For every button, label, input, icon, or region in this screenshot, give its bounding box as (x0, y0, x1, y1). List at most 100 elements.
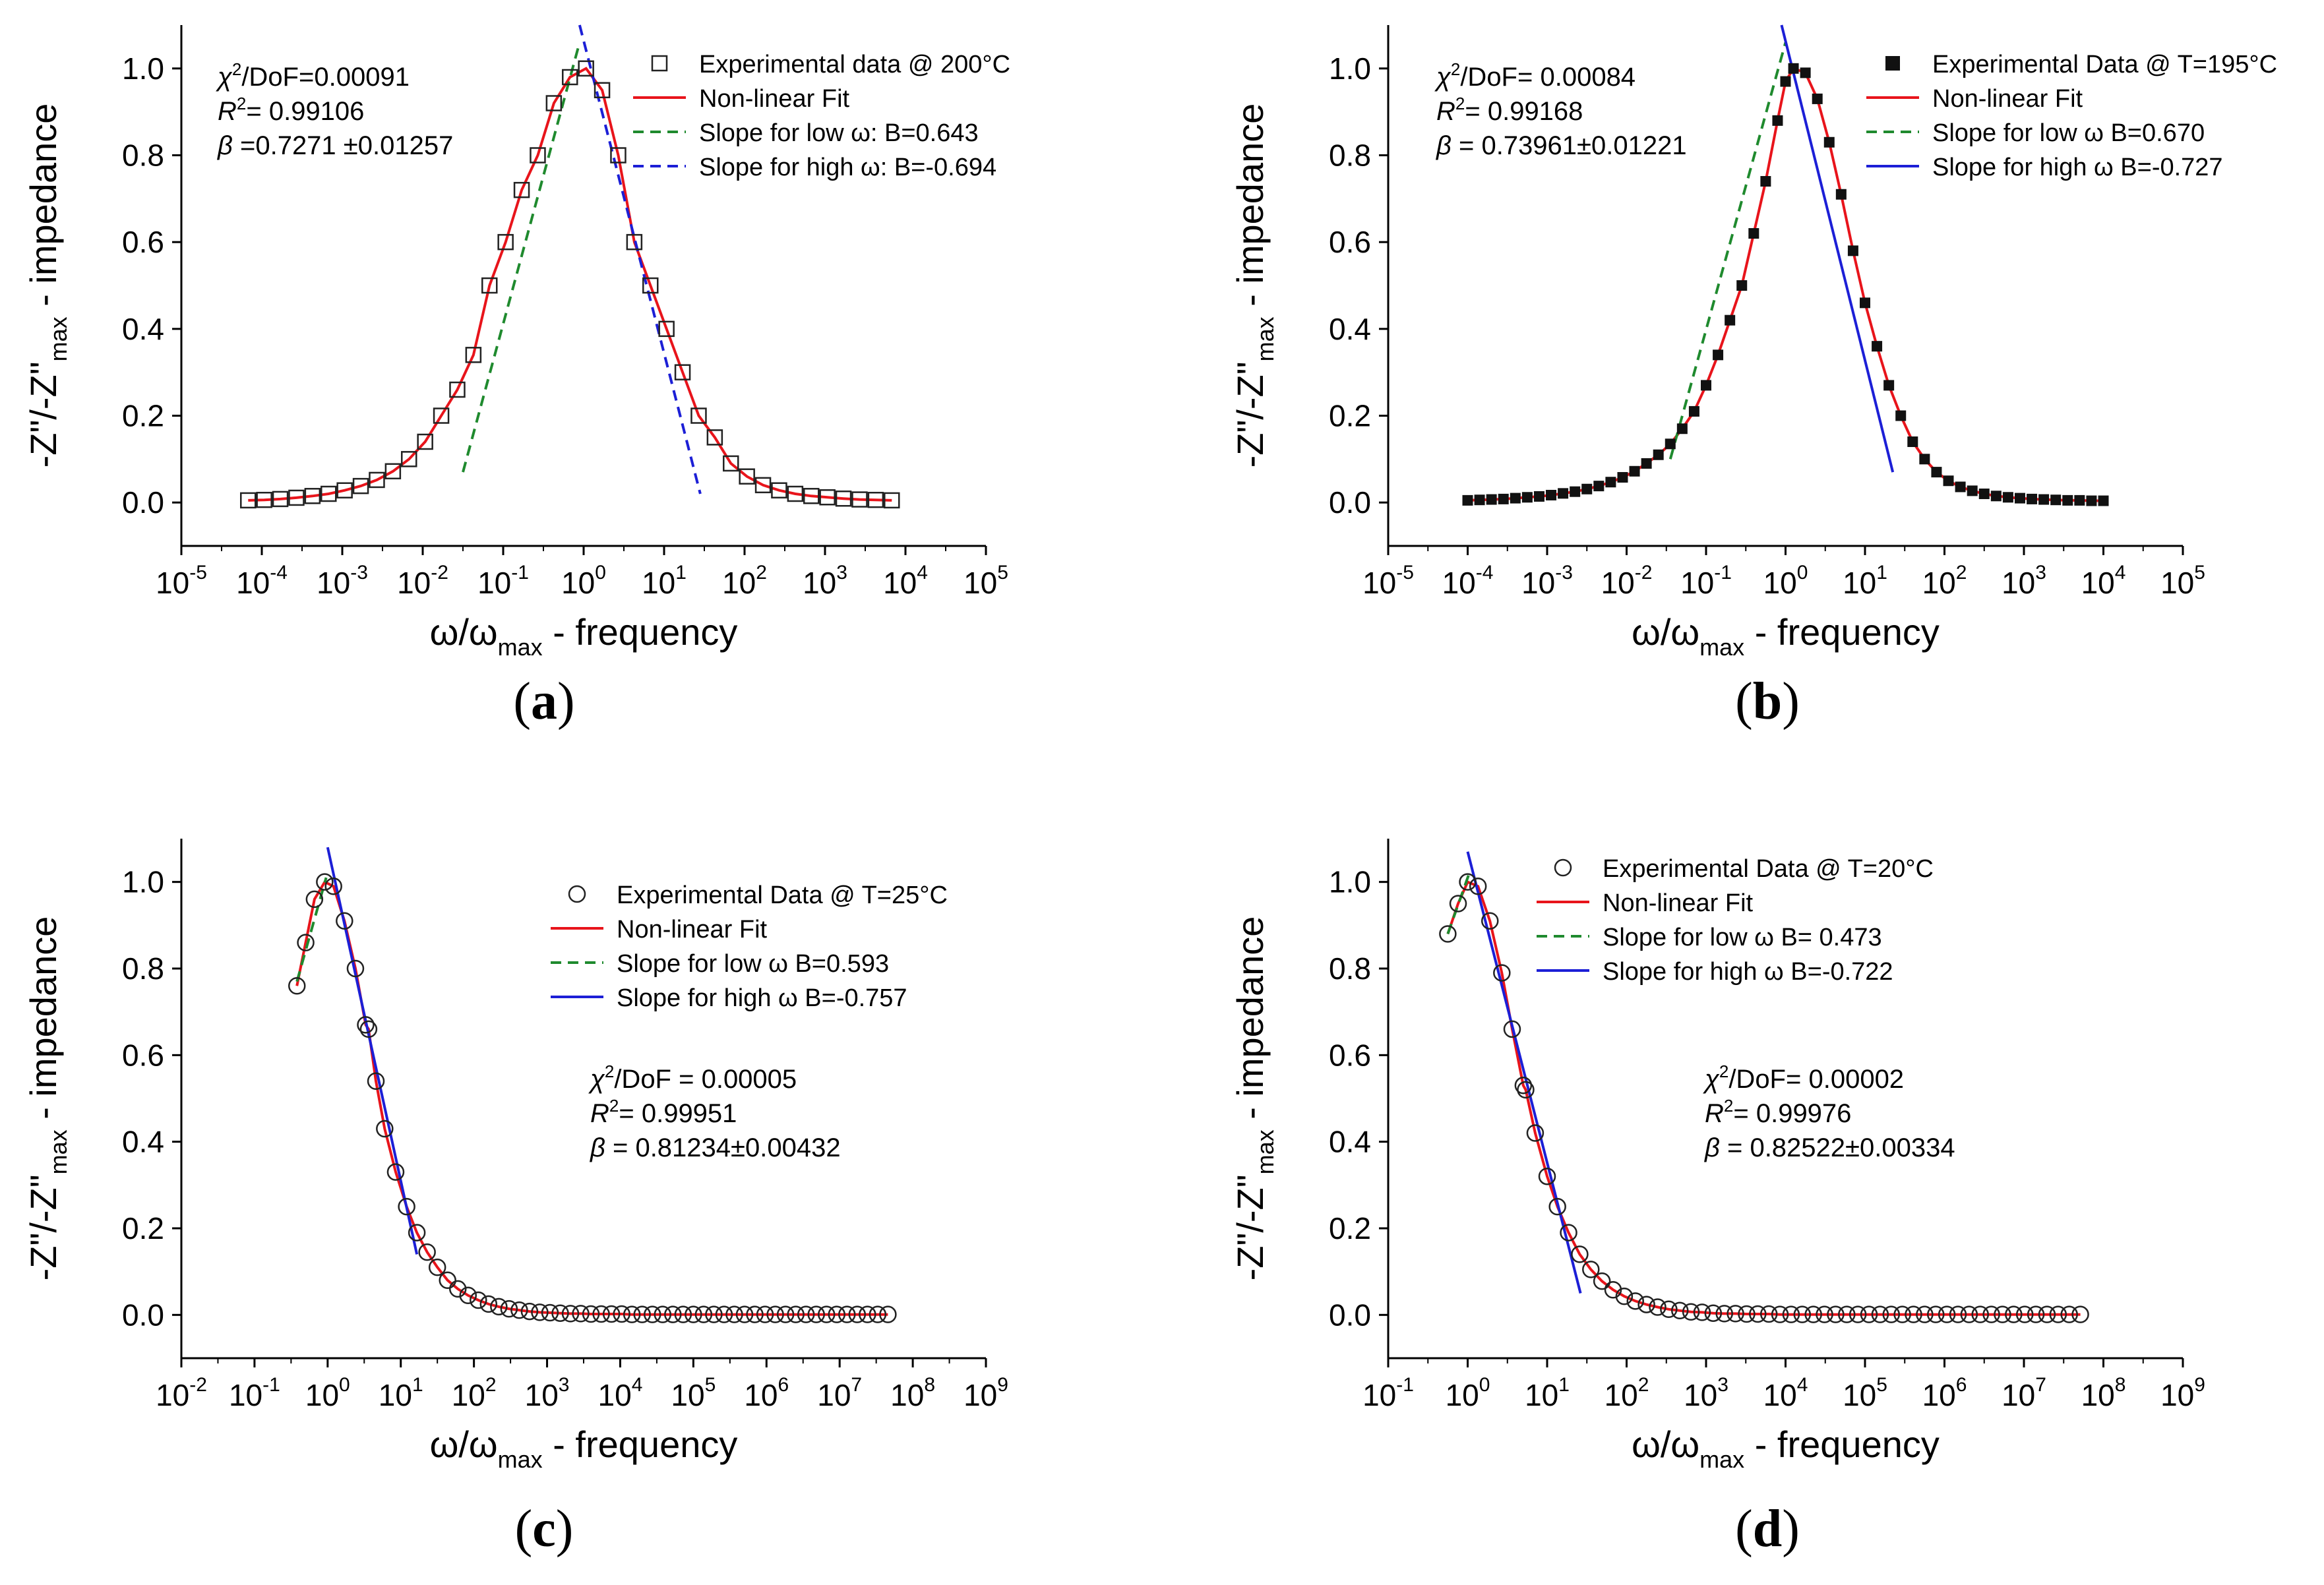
x-tick-label: 105 (671, 1374, 716, 1412)
data-point (674, 1305, 692, 1323)
data-point (439, 1271, 456, 1290)
data-point (1971, 1305, 1989, 1323)
panel-label: (b) (1735, 673, 1800, 731)
y-tick-label: 0.4 (122, 312, 164, 346)
legend-marker (1554, 858, 1572, 877)
data-point (1503, 1020, 1521, 1038)
data-point (2015, 1305, 2034, 1323)
panel-label: (a) (513, 673, 574, 731)
data-point (1978, 489, 1990, 499)
data-point (352, 477, 369, 494)
data-point (1823, 136, 1835, 148)
legend-label: Slope for high ω B=-0.727 (1932, 154, 2223, 181)
data-point (859, 1305, 876, 1323)
chart-panel: 0.0 0.2 0.4 0.6 0.8 1.0 10-1 100 101 102 103 104 105… (1229, 839, 2205, 1558)
data-point (551, 1304, 569, 1322)
x-axis-title: ω/ωmax - frequency (1632, 1423, 1940, 1473)
data-point (1629, 465, 1640, 477)
beta-label: β = 0.73961±0.01221 (1436, 131, 1687, 160)
data-point (336, 482, 353, 498)
data-point (1860, 297, 1870, 309)
data-point (1548, 1197, 1566, 1216)
beta-label: β = 0.81234±0.00432 (590, 1133, 841, 1162)
data-point (1931, 467, 1942, 478)
x-tick-label: 101 (1525, 1374, 1570, 1412)
x-tick-label: 10-1 (229, 1374, 280, 1412)
data-point (1793, 1305, 1812, 1323)
x-tick-label: 105 (963, 562, 1008, 600)
data-point (367, 1072, 385, 1090)
data-point (316, 873, 334, 891)
data-point (304, 488, 321, 504)
data-point (408, 1224, 426, 1241)
data-point (561, 1305, 580, 1323)
data-point (2038, 494, 2050, 505)
data-point (1872, 341, 1883, 352)
data-point (2002, 492, 2013, 503)
data-point (324, 877, 342, 895)
data-point (305, 890, 324, 909)
data-point (602, 1305, 621, 1323)
chi2-label: χ2/DoF=0.00091 (216, 59, 410, 92)
data-point (884, 492, 900, 509)
x-tick-label: 102 (722, 562, 767, 600)
data-point (851, 491, 868, 508)
y-tick-label: 0.0 (1329, 1298, 1371, 1332)
data-point (346, 959, 365, 978)
x-tick-label: 10-1 (1680, 562, 1732, 600)
data-point (490, 1298, 508, 1316)
data-point (2062, 494, 2073, 506)
x-tick-label: 10-1 (1362, 1374, 1414, 1412)
x-axis-title: ω/ωmax - frequency (430, 1423, 738, 1473)
x-tick-label: 100 (1763, 562, 1808, 600)
data-point (572, 1305, 590, 1323)
legend-marker (651, 55, 668, 72)
panel-label: (c) (515, 1500, 574, 1558)
x-tick-label: 10-5 (156, 562, 207, 600)
data-point (321, 485, 337, 502)
data-point (1860, 1305, 1878, 1323)
data-point (594, 82, 611, 98)
data-point (1688, 405, 1699, 417)
legend-label: Slope for high ω B=-0.722 (1603, 958, 1893, 986)
data-point (418, 1243, 436, 1261)
data-point (838, 1305, 856, 1323)
data-point (459, 1286, 477, 1305)
data-point (2014, 493, 2025, 504)
data-point (867, 491, 884, 508)
y-tick-label: 1.0 (122, 865, 164, 899)
data-point (1955, 481, 1966, 493)
y-axis-title: -Z"/-Z"max - impedance (22, 916, 72, 1281)
data-point (433, 407, 450, 424)
data-point (1538, 1167, 1556, 1185)
x-tick-label: 10-2 (1601, 562, 1653, 600)
x-tick-label: 10-4 (236, 562, 288, 600)
legend-label: Slope for high ω B=-0.757 (617, 984, 907, 1012)
data-point (1967, 485, 1978, 496)
chi2-label: χ2/DoF= 0.00084 (1434, 59, 1636, 92)
x-tick-label: 10-5 (1362, 562, 1414, 600)
data-point (2071, 1305, 2089, 1323)
data-point (376, 1120, 394, 1138)
data-point (1449, 895, 1467, 912)
data-point (1949, 1305, 1967, 1323)
data-point (1838, 1305, 1856, 1323)
data-point (545, 95, 563, 111)
x-tick-label: 10-1 (477, 562, 529, 600)
data-point (1533, 491, 1544, 502)
data-point (1748, 228, 1759, 239)
low-slope-line (1446, 872, 1471, 935)
legend-marker (1885, 56, 1900, 71)
x-tick-label: 102 (452, 1374, 497, 1412)
x-tick-label: 10-3 (1521, 562, 1573, 600)
data-point (1727, 1305, 1744, 1323)
data-point (1738, 1305, 1756, 1323)
data-point (384, 463, 402, 480)
data-point (1847, 245, 1858, 256)
x-tick-label: 106 (744, 1374, 789, 1412)
data-point (1713, 349, 1724, 361)
y-tick-label: 0.8 (1329, 138, 1371, 173)
data-point (2027, 493, 2038, 504)
data-point (1510, 493, 1521, 504)
data-point (1546, 489, 1557, 500)
